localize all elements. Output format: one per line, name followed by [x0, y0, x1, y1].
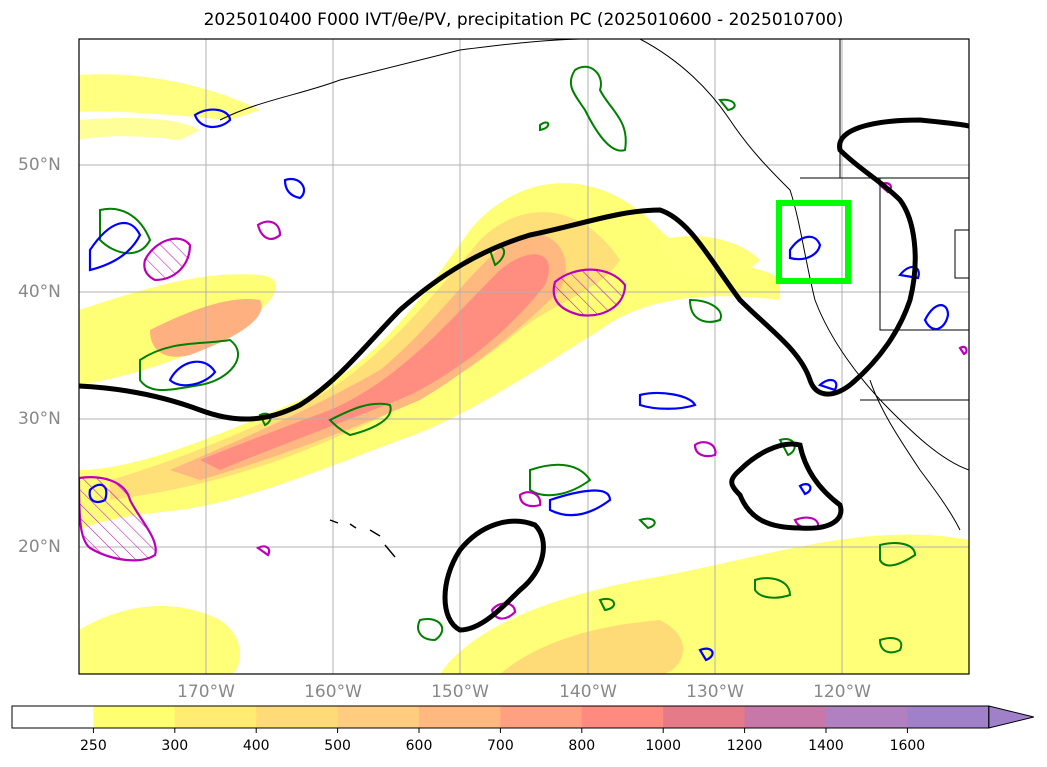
colorbar-segment — [907, 706, 990, 728]
gridlines — [79, 39, 969, 674]
hawaii-islands — [329, 519, 396, 558]
ivt-outline-main — [79, 117, 969, 422]
alaska-coast — [219, 39, 581, 121]
ivt-band-south — [79, 118, 200, 140]
lon-label-140w: 140°W — [559, 682, 617, 702]
focus-region-box — [776, 200, 851, 284]
coastlines — [219, 39, 969, 558]
baja-coast — [869, 379, 961, 531]
colorbar-tick-label: 600 — [405, 738, 433, 754]
colorbar-segment — [500, 706, 583, 728]
state-box — [954, 229, 969, 279]
alaska-panhandle-coast — [639, 39, 969, 471]
colorbar — [11, 705, 1034, 733]
us-border-west — [879, 178, 969, 331]
colorbar-tick-label: 300 — [161, 738, 189, 754]
pv-blue-contours — [88, 108, 950, 662]
colorbar-tick-label: 1400 — [808, 738, 844, 754]
colorbar-segment — [93, 706, 176, 728]
lon-label-120w: 120°W — [813, 682, 871, 702]
pv-magenta-contours — [79, 182, 968, 620]
lon-label-170w: 170°W — [177, 682, 235, 702]
ivt-shading — [79, 74, 969, 674]
ivt-outline — [79, 117, 969, 633]
colorbar-segment — [581, 706, 664, 728]
colorbar-segment — [663, 706, 746, 728]
colorbar-tick-label: 400 — [242, 738, 270, 754]
colorbar-tick-label: 800 — [568, 738, 596, 754]
colorbar-tick-label: 250 — [80, 738, 107, 754]
ivt-plume-3 — [170, 233, 566, 480]
lat-label-40: 40°N — [18, 282, 61, 302]
colorbar-tick-label: 1200 — [726, 738, 763, 754]
ivt-outline-southeast — [729, 441, 844, 531]
map-frame — [78, 38, 970, 675]
lon-label-160w: 160°W — [304, 682, 362, 702]
colorbar-tick-label: 1600 — [889, 738, 926, 754]
colorbar-segment — [12, 706, 94, 728]
ivt-south-west — [79, 606, 240, 674]
colorbar-segment — [419, 706, 501, 728]
lon-label-150w: 150°W — [431, 682, 489, 702]
lon-label-130w: 130°W — [686, 682, 744, 702]
colorbar-segment — [256, 706, 339, 728]
colorbar-segment — [826, 706, 908, 728]
colorbar-segment — [174, 706, 257, 728]
colorbar-segment — [744, 706, 827, 728]
colorbar-tick-label: 500 — [324, 738, 351, 754]
colorbar-extension — [988, 705, 1034, 729]
chart-title: 2025010400 F000 IVT/θe/PV, precipitation… — [203, 10, 844, 30]
ivt-outline-south — [442, 518, 546, 633]
lat-label-50: 50°N — [18, 155, 61, 175]
lat-label-30: 30°N — [18, 409, 61, 429]
lat-label-20: 20°N — [18, 537, 61, 557]
colorbar-tick-label: 1000 — [645, 738, 682, 754]
colorbar-tick-label: 700 — [487, 738, 514, 754]
ivt-southeast-inner — [500, 620, 684, 674]
theta-e-contours — [99, 65, 917, 654]
colorbar-segment — [337, 706, 420, 728]
map-area — [79, 39, 969, 674]
ivt-core — [200, 254, 549, 470]
